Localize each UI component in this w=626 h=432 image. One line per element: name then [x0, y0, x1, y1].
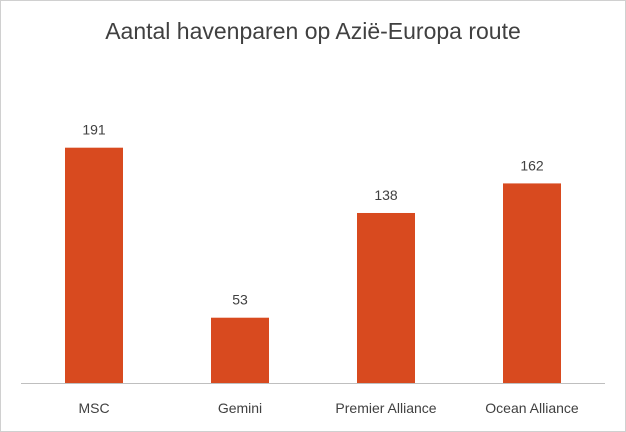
- chart-title: Aantal havenparen op Azië-Europa route: [105, 18, 521, 44]
- bar-ocean-alliance: [503, 183, 561, 383]
- data-label-gemini: 53: [232, 292, 248, 308]
- x-tick-label-ocean-alliance: Ocean Alliance: [485, 400, 579, 416]
- labels-group: 191 MSC 53 Gemini 138 Premier Alliance 162 Ocea…: [78, 122, 578, 416]
- bars-group: [65, 147, 561, 383]
- x-tick-label-msc: MSC: [78, 400, 109, 416]
- bar-premier-alliance: [357, 212, 415, 383]
- data-label-premier-alliance: 138: [374, 187, 398, 203]
- data-label-msc: 191: [82, 122, 106, 138]
- bar-msc: [65, 147, 123, 383]
- x-tick-label-gemini: Gemini: [218, 400, 262, 416]
- x-tick-label-premier-alliance: Premier Alliance: [335, 400, 436, 416]
- data-label-ocean-alliance: 162: [520, 157, 544, 173]
- bar-gemini: [211, 317, 269, 383]
